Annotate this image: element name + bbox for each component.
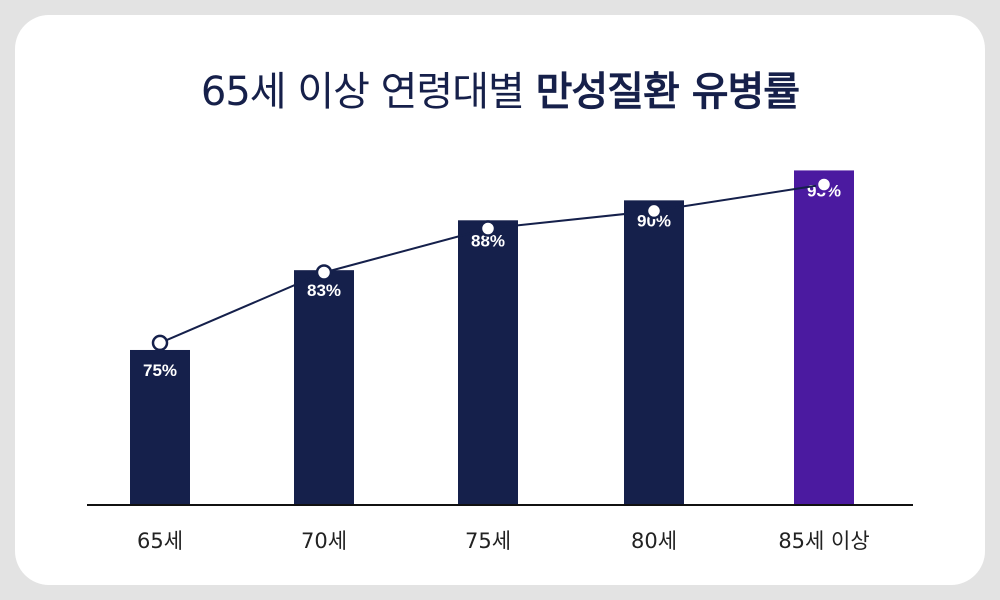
bar-3 <box>458 220 518 506</box>
bar-value-label: 88% <box>471 231 505 250</box>
line-marker-3 <box>479 220 497 237</box>
bar-4 <box>624 200 684 505</box>
title-normal: 65세 이상 연령대별 <box>200 69 525 115</box>
line-marker-1 <box>151 334 169 352</box>
x-tick-label: 75세 <box>465 529 511 553</box>
line-marker-4 <box>645 202 663 220</box>
bar-2 <box>294 270 354 505</box>
line-marker-5 <box>815 176 833 193</box>
line-marker-2 <box>315 264 333 281</box>
bar-value-label: 90% <box>637 211 671 230</box>
x-axis-ticks: 65세 70세 75세 80세 85세 이상 <box>137 529 870 553</box>
x-tick-label: 65세 <box>137 529 183 553</box>
bar-value-label: 83% <box>307 281 341 300</box>
x-tick-label: 70세 <box>301 529 347 553</box>
bar-5 <box>794 170 854 506</box>
bars-layer: 75%83%88%90%93% <box>130 170 854 506</box>
title-bold: 만성질환 유병률 <box>535 69 801 115</box>
x-tick-label: 85세 이상 <box>778 529 869 553</box>
chart-title: 65세 이상 연령대별 만성질환 유병률 <box>0 62 1000 122</box>
bar-1 <box>130 349 190 505</box>
x-tick-label: 80세 <box>631 529 677 553</box>
bar-value-label: 75% <box>143 361 177 380</box>
line-layer <box>151 176 833 352</box>
